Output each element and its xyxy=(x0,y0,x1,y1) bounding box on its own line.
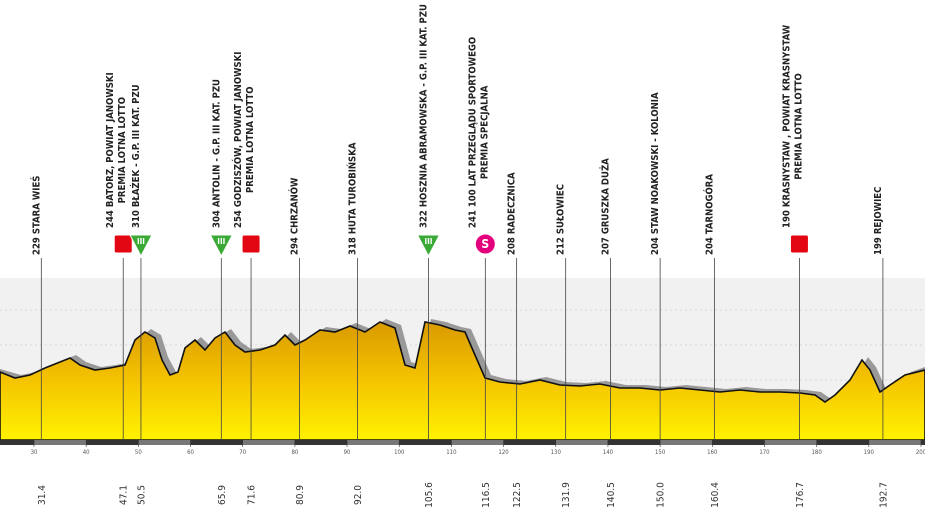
waypoint-label: 322 HOSZNIA ABRAMOWSKA - G.P. III KAT. P… xyxy=(418,4,429,228)
tick-label: 170 xyxy=(759,449,770,456)
tick-label: 110 xyxy=(446,449,457,456)
waypoint-label: 254 GODZISZÓW, POWIAT JANOWSKI xyxy=(232,52,244,228)
axis-segment xyxy=(868,440,921,445)
tick-label: 200 xyxy=(916,449,925,456)
waypoint-km: 116.5 xyxy=(481,482,492,508)
waypoint-km: 105.6 xyxy=(424,482,435,508)
waypoint-km: 80.9 xyxy=(295,485,306,505)
waypoint-label: 190 KRASNYSTAW , POWIAT KRASNYSTAW xyxy=(781,24,792,228)
tick-label: 100 xyxy=(394,449,405,456)
climb-icon xyxy=(209,234,234,258)
profile-area xyxy=(0,321,925,441)
tick-label: 40 xyxy=(83,449,90,456)
waypoint-km: 131.9 xyxy=(561,482,572,508)
tick-label: 140 xyxy=(603,449,614,456)
axis-segment xyxy=(660,440,713,445)
tick-label: 50 xyxy=(135,449,142,456)
waypoint-label: PREMIA LOTNA LOTTO xyxy=(793,73,804,179)
climb-icon xyxy=(416,234,441,258)
waypoint-label: 207 GRUSZKA DUŻA xyxy=(601,158,612,255)
waypoint-km: 71.6 xyxy=(247,485,258,505)
tick-label: 80 xyxy=(291,449,298,456)
waypoint-km: 47.1 xyxy=(119,485,130,505)
waypoint-label: PREMIA LOTNA LOTTO xyxy=(117,97,128,203)
climb-icon xyxy=(129,234,153,258)
waypoint-km: 150.0 xyxy=(656,482,667,508)
axis-segment xyxy=(242,440,295,445)
waypoint-label: 204 TARNOGÓRA xyxy=(703,174,715,255)
waypoint-label: 208 RADECZNICA xyxy=(507,172,518,255)
waypoint-label: 244 BATORZ, POWIAT JANOWSKI xyxy=(105,72,116,228)
waypoint-km: 192.7 xyxy=(878,482,889,508)
tick-label: 30 xyxy=(31,449,38,456)
icon-label: III xyxy=(424,237,432,246)
axis-segment xyxy=(555,440,608,445)
axis-segment xyxy=(138,440,191,445)
tick-label: 60 xyxy=(187,449,194,456)
waypoint-label: 204 STAW NOAKOWSKI - KOLONIA xyxy=(650,92,661,255)
special-icon xyxy=(474,233,496,255)
tick-label: 160 xyxy=(707,449,718,456)
waypoint-km: 31.4 xyxy=(37,485,48,505)
waypoint-km: 122.5 xyxy=(512,482,523,508)
sprint-icon xyxy=(241,234,261,254)
axis-segment xyxy=(764,440,817,445)
waypoint-label: PREMIA SPECJALNA xyxy=(479,85,490,179)
sprint-icon xyxy=(113,234,133,254)
waypoint-label: 304 ANTOLIN - G.P. III KAT. PZU xyxy=(211,79,222,228)
axis-segment xyxy=(451,440,504,445)
waypoint-label: 212 SUŁOWIEC xyxy=(556,184,567,255)
tick-label: 190 xyxy=(864,449,875,456)
tick-label: 150 xyxy=(655,449,666,456)
height-guides xyxy=(0,309,925,381)
tick-label: 70 xyxy=(239,449,246,456)
waypoint-label: 310 BŁAŻEK - G.P. III KAT. PZU xyxy=(131,84,142,228)
waypoint-km: 92.0 xyxy=(353,485,364,505)
waypoint-km: 50.5 xyxy=(136,485,147,505)
icon-label: III xyxy=(217,237,225,246)
sprint-icon xyxy=(789,234,809,254)
tick-label: 90 xyxy=(344,449,351,456)
waypoint-km: 160.4 xyxy=(710,482,721,508)
waypoint-label: PREMIA LOTNA LOTTO xyxy=(245,87,256,193)
tick-label: 120 xyxy=(498,449,509,456)
axis-segment xyxy=(34,440,87,445)
waypoint-km: 140.5 xyxy=(606,482,617,508)
waypoint-km: 176.7 xyxy=(795,482,806,508)
tick-label: 130 xyxy=(551,449,562,456)
waypoint-km: 65.9 xyxy=(217,485,228,505)
waypoint-label: 229 STARA WIEŚ xyxy=(30,176,42,255)
axis-segment xyxy=(347,440,400,445)
waypoint-label: 199 REJOWIEC xyxy=(873,187,884,255)
tick-label: 180 xyxy=(811,449,822,456)
waypoint-label: 241 100 LAT PRZEGLĄDU SPORTOWEGO xyxy=(467,37,478,228)
icon-label: S xyxy=(481,237,489,251)
waypoint-label: 318 HUTA TUROBIŃSKA xyxy=(346,142,358,255)
icon-label: III xyxy=(137,237,145,246)
waypoint-label: 294 CHRZANÓW xyxy=(289,177,301,255)
